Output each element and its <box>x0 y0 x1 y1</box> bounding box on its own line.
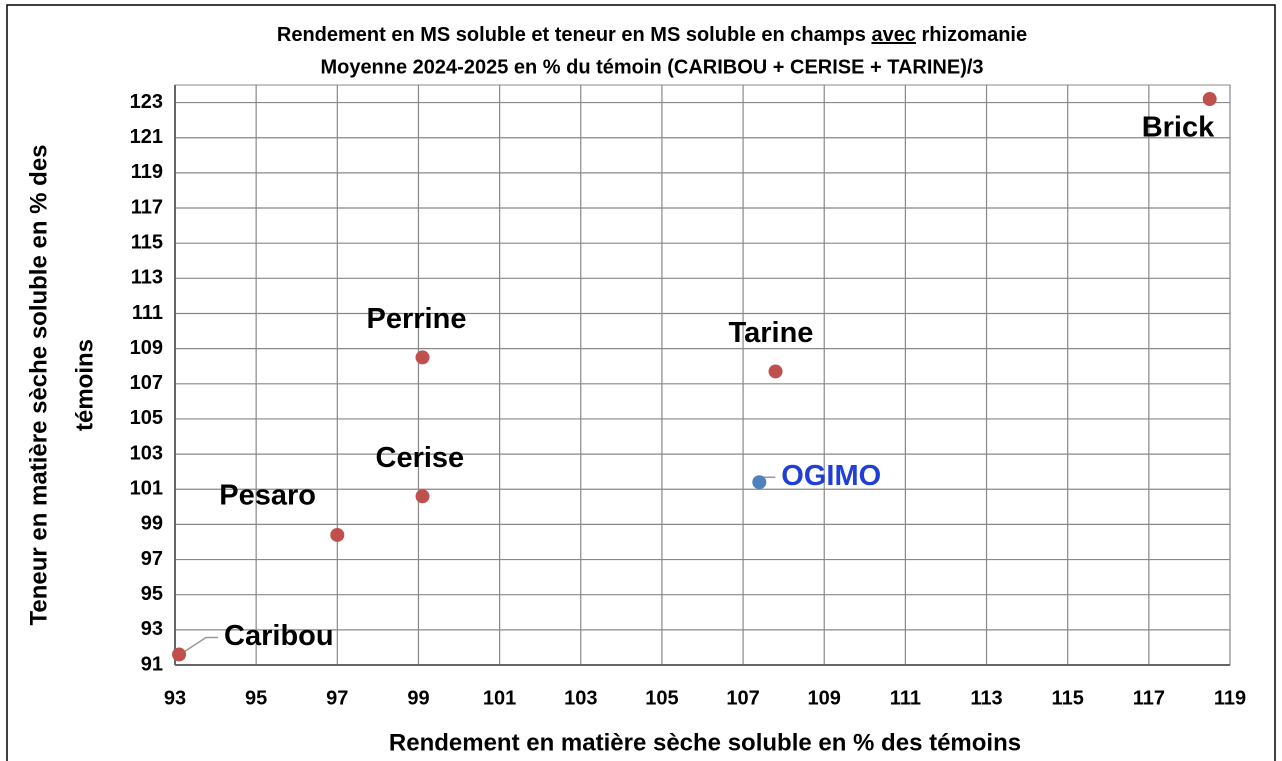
y-tick-label: 107 <box>130 372 163 394</box>
x-tick-label: 95 <box>245 687 267 709</box>
x-tick-label: 105 <box>645 687 678 709</box>
y-tick-label: 99 <box>141 513 163 535</box>
y-axis-title-line: Teneur en matière sèche soluble en % des <box>25 144 52 625</box>
chart-title: Rendement en MS soluble et teneur en MS … <box>277 24 1027 46</box>
y-tick-label: 97 <box>141 548 163 570</box>
point <box>172 647 187 662</box>
y-tick-label: 101 <box>130 478 163 500</box>
x-tick-label: 117 <box>1133 687 1165 709</box>
point <box>415 489 430 504</box>
x-tick-label: 103 <box>564 687 597 709</box>
point-label: Pesaro <box>219 480 316 512</box>
plot-area <box>174 84 1231 666</box>
y-tick-label: 93 <box>141 618 163 640</box>
y-tick-label: 117 <box>131 196 163 218</box>
x-tick-label: 93 <box>164 687 186 709</box>
y-tick-label: 103 <box>130 442 163 464</box>
y-axis-title-line: témoins <box>71 339 98 431</box>
point-label: Cerise <box>376 442 465 474</box>
y-tick-label: 109 <box>130 337 163 359</box>
title-part: avec <box>871 24 916 46</box>
x-tick-label: 115 <box>1052 687 1084 709</box>
point-label: OGIMO <box>781 460 881 492</box>
point-label: Brick <box>1142 112 1215 144</box>
y-tick-label: 111 <box>132 302 163 324</box>
y-tick-label: 121 <box>130 126 163 148</box>
x-axis-title: Rendement en matière sèche soluble en % … <box>389 729 1021 756</box>
x-tick-label: 107 <box>726 687 759 709</box>
title-part: Rendement en MS soluble et teneur en MS … <box>277 24 872 46</box>
x-tick-label: 99 <box>407 687 429 709</box>
y-tick-label: 119 <box>131 161 163 183</box>
point <box>768 364 783 379</box>
point <box>415 350 430 365</box>
point <box>752 475 767 490</box>
point-label: Caribou <box>224 620 334 652</box>
y-tick-label: 105 <box>130 407 163 429</box>
leader-line <box>182 636 219 654</box>
x-tick-label: 97 <box>326 687 348 709</box>
x-tick-label: 119 <box>1214 687 1246 709</box>
point <box>330 527 345 542</box>
x-tick-label: 113 <box>970 687 1002 709</box>
y-tick-label: 91 <box>141 653 163 675</box>
point-label: Perrine <box>367 303 467 335</box>
point <box>1202 92 1217 107</box>
x-tick-label: 109 <box>808 687 841 709</box>
y-tick-label: 113 <box>131 267 163 289</box>
y-tick-label: 115 <box>131 231 163 253</box>
y-axis-title: Teneur en matière sèche soluble en % des… <box>25 144 98 625</box>
x-tick-label: 111 <box>890 687 921 709</box>
y-tick-label: 123 <box>130 91 163 113</box>
y-tick-label: 95 <box>141 583 163 605</box>
x-tick-label: 101 <box>483 687 516 709</box>
title-part: rhizomanie <box>916 24 1027 46</box>
chart-subtitle: Moyenne 2024-2025 en % du témoin (CARIBO… <box>320 56 983 78</box>
point-label: Tarine <box>729 317 814 349</box>
